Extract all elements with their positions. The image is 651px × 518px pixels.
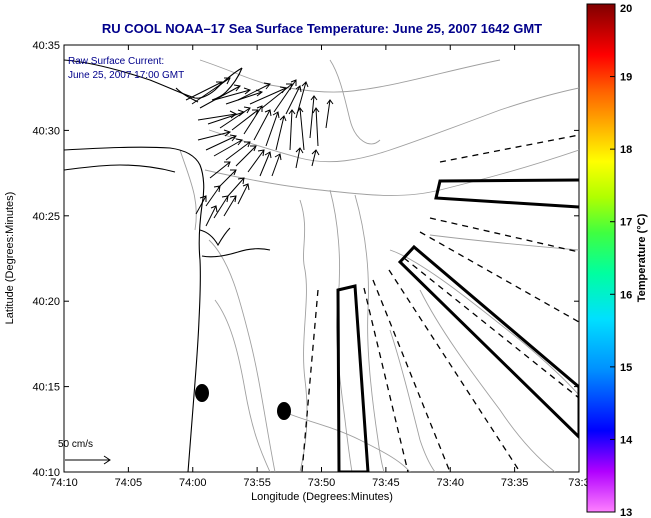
x-axis-title: Longitude (Degrees:Minutes) <box>251 491 393 503</box>
colorbar-tick-label: 17 <box>620 217 632 229</box>
y-tick-label: 40:35 <box>32 40 60 52</box>
marker-buoy-west <box>195 384 209 402</box>
x-tick-label: 74:00 <box>179 477 207 489</box>
scale-label: 50 cm/s <box>58 439 93 450</box>
surface-current-vectors <box>185 77 334 227</box>
x-tick-label: 74:10 <box>50 477 78 489</box>
study-area-boxes <box>336 178 579 472</box>
x-tick-label: 73:3 <box>568 477 589 489</box>
x-tick-label: 74:05 <box>115 477 143 489</box>
scale-reference: 50 cm/s <box>58 439 111 465</box>
y-tick-label: 40:10 <box>32 467 60 479</box>
box-east <box>434 178 579 209</box>
x-axis: 74:10 74:05 74:00 73:55 73:50 73:45 73:40 73:35… <box>50 45 590 489</box>
figure-title: RU COOL NOAA–17 Sea Surface Temperature:… <box>102 21 542 36</box>
y-tick-label: 40:30 <box>32 125 60 137</box>
annotation-line-2: June 25, 2007 17:00 GMT <box>68 70 184 81</box>
annotation-line-1: Raw Surface Current: <box>68 56 164 67</box>
y-axis-title: Latitude (Degrees:Minutes) <box>4 192 16 325</box>
y-tick-label: 40:25 <box>32 211 60 223</box>
y-tick-label: 40:15 <box>32 382 60 394</box>
x-tick-label: 73:45 <box>372 477 400 489</box>
colorbar-tick-label: 16 <box>620 289 632 301</box>
marker-buoy-east <box>277 402 291 420</box>
colorbar-ticks: 20 19 18 17 16 15 14 13 <box>610 3 633 518</box>
colorbar-tick-label: 14 <box>620 434 633 446</box>
colorbar-tick-label: 19 <box>620 72 632 84</box>
plot-area: Raw Surface Current: June 25, 2007 17:00… <box>58 44 580 473</box>
y-tick-label: 40:20 <box>32 296 60 308</box>
colorbar-tick-label: 20 <box>620 3 632 15</box>
box-southeast <box>397 244 579 440</box>
colorbar-gradient <box>586 3 616 513</box>
x-tick-label: 73:55 <box>243 477 271 489</box>
colorbar-tick-label: 15 <box>620 362 632 374</box>
bathymetry-contours <box>179 59 579 472</box>
colorbar-title: Temperature (°C) <box>636 213 648 302</box>
box-south <box>336 284 370 472</box>
x-tick-label: 73:35 <box>501 477 529 489</box>
temperature-colorbar: 20 19 18 17 16 15 14 13 Temperature (°C) <box>586 3 648 518</box>
scale-arrow <box>65 455 111 465</box>
colorbar-tick-label: 13 <box>620 507 632 518</box>
radial-dashed-lines <box>301 134 579 472</box>
colorbar-tick-label: 18 <box>620 144 632 156</box>
x-tick-label: 73:40 <box>436 477 464 489</box>
x-tick-label: 73:50 <box>308 477 336 489</box>
y-axis: 40:35 40:30 40:25 40:20 40:15 40:10 <box>32 40 579 479</box>
